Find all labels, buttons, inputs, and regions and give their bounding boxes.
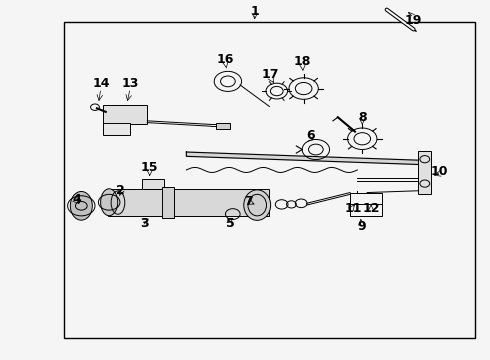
Bar xyxy=(64,22,475,338)
Bar xyxy=(162,187,174,218)
Bar xyxy=(143,179,164,189)
Text: 7: 7 xyxy=(245,195,253,208)
Text: 2: 2 xyxy=(116,184,125,197)
Text: 1: 1 xyxy=(250,5,259,18)
Text: 13: 13 xyxy=(122,77,139,90)
Ellipse shape xyxy=(71,192,92,220)
Bar xyxy=(103,123,130,135)
Text: 19: 19 xyxy=(405,14,422,27)
Bar xyxy=(418,151,431,194)
Text: 16: 16 xyxy=(217,53,234,66)
Polygon shape xyxy=(186,152,421,165)
Text: 5: 5 xyxy=(226,216,235,230)
Text: 9: 9 xyxy=(357,220,366,233)
Bar xyxy=(216,123,230,129)
Text: 18: 18 xyxy=(294,55,311,68)
Bar xyxy=(350,193,382,216)
Text: 3: 3 xyxy=(141,216,149,230)
Text: 11: 11 xyxy=(345,202,362,215)
Text: 10: 10 xyxy=(430,165,448,177)
Text: 14: 14 xyxy=(92,77,110,90)
Text: 15: 15 xyxy=(141,161,158,174)
Bar xyxy=(103,105,147,125)
Text: 12: 12 xyxy=(362,202,380,215)
Bar xyxy=(108,189,270,216)
Ellipse shape xyxy=(244,190,270,220)
Ellipse shape xyxy=(100,189,118,216)
Text: 17: 17 xyxy=(262,68,279,81)
Text: 6: 6 xyxy=(307,129,315,142)
Text: 4: 4 xyxy=(72,193,81,206)
Text: 8: 8 xyxy=(358,111,367,124)
